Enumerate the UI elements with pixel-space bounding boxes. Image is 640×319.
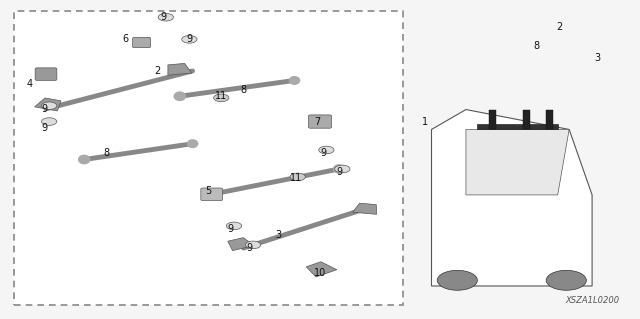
Circle shape [182, 35, 197, 43]
Text: 3: 3 [275, 230, 282, 241]
Ellipse shape [174, 92, 186, 100]
Polygon shape [431, 109, 592, 286]
Ellipse shape [188, 140, 198, 147]
Text: 2: 2 [556, 22, 562, 32]
Circle shape [42, 102, 57, 109]
Text: 8: 8 [104, 148, 109, 158]
Polygon shape [168, 63, 192, 75]
Text: 9: 9 [42, 104, 48, 114]
Circle shape [42, 118, 57, 125]
Ellipse shape [79, 155, 90, 164]
Text: 10: 10 [314, 268, 326, 278]
Polygon shape [35, 98, 61, 111]
Text: 11: 11 [215, 91, 227, 101]
Text: 9: 9 [247, 243, 253, 253]
Text: 8: 8 [241, 85, 246, 95]
Text: 9: 9 [228, 224, 234, 234]
Circle shape [546, 270, 586, 290]
Text: XSZA1L0200: XSZA1L0200 [565, 296, 620, 305]
Polygon shape [353, 203, 376, 214]
Circle shape [246, 241, 260, 249]
Text: 9: 9 [42, 123, 48, 133]
Text: 1: 1 [422, 116, 428, 127]
Text: 7: 7 [314, 116, 320, 127]
Circle shape [158, 13, 173, 21]
Circle shape [214, 94, 229, 102]
Circle shape [335, 165, 350, 173]
Text: 11: 11 [290, 174, 302, 183]
Text: 6: 6 [123, 34, 129, 44]
Polygon shape [477, 124, 557, 130]
FancyBboxPatch shape [14, 11, 403, 305]
Text: 2: 2 [154, 66, 161, 76]
Text: 4: 4 [27, 78, 33, 89]
Circle shape [290, 173, 305, 181]
Text: 9: 9 [336, 167, 342, 177]
Ellipse shape [333, 165, 345, 173]
Polygon shape [228, 238, 255, 251]
Polygon shape [489, 109, 496, 130]
Text: 5: 5 [205, 186, 212, 196]
Polygon shape [546, 109, 553, 130]
Circle shape [227, 222, 242, 230]
FancyBboxPatch shape [201, 188, 223, 201]
Text: 8: 8 [534, 41, 540, 51]
FancyBboxPatch shape [132, 37, 150, 48]
Polygon shape [307, 262, 337, 277]
Text: 9: 9 [161, 12, 167, 22]
Polygon shape [466, 130, 569, 195]
Circle shape [319, 146, 334, 154]
Text: 3: 3 [594, 53, 600, 63]
Text: 9: 9 [186, 34, 193, 44]
FancyBboxPatch shape [35, 68, 57, 80]
Polygon shape [524, 109, 530, 130]
Ellipse shape [289, 77, 300, 84]
Circle shape [437, 270, 477, 290]
FancyBboxPatch shape [308, 115, 332, 128]
Text: 9: 9 [320, 148, 326, 158]
